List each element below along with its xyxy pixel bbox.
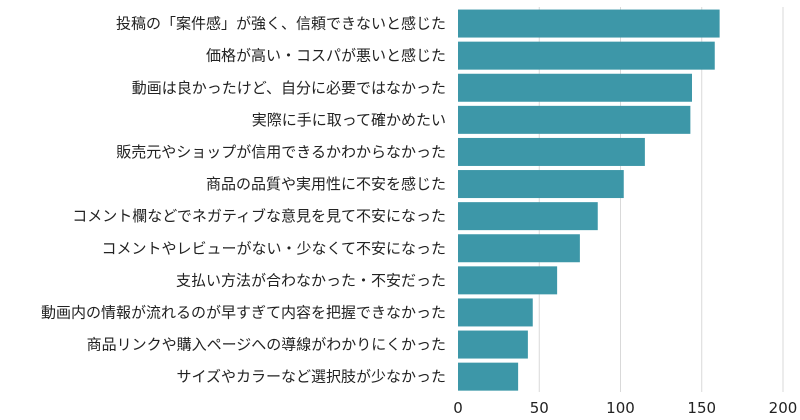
x-tick-labels: 0 50 100 150 200 xyxy=(453,399,797,417)
category-label: コメント欄などでネガティブな意見を見て不安になった xyxy=(72,207,446,225)
bar xyxy=(458,73,692,102)
bar xyxy=(458,298,533,327)
category-label: 商品リンクや購入ページへの導線がわかりにくかった xyxy=(87,336,446,354)
x-tick-label: 150 xyxy=(687,399,716,417)
category-label: 動画内の情報が流れるのが早すぎて内容を把握できなかった xyxy=(41,303,446,321)
bar xyxy=(458,202,598,231)
bar xyxy=(458,41,715,70)
category-labels: 投稿の「案件感」が強く、信頼できないと感じた価格が高い・コスパが悪いと感じた動画… xyxy=(41,15,446,386)
x-tick-label: 0 xyxy=(453,399,463,417)
category-label: 投稿の「案件感」が強く、信頼できないと感じた xyxy=(116,15,446,33)
grid-lines xyxy=(538,7,784,392)
bar xyxy=(458,137,645,166)
bar xyxy=(458,362,519,391)
category-label: コメントやレビューがない・少なくて不安になった xyxy=(101,239,446,257)
bar xyxy=(458,9,720,38)
bars xyxy=(458,9,720,391)
category-label: サイズやカラーなど選択肢が少なかった xyxy=(176,368,446,386)
bar xyxy=(458,266,558,295)
bar xyxy=(458,234,580,263)
category-label: 支払い方法が合わなかった・不安だった xyxy=(176,271,446,289)
x-tick-label: 200 xyxy=(769,399,798,417)
bar xyxy=(458,170,624,199)
category-label: 商品の品質や実用性に不安を感じた xyxy=(206,175,446,193)
bar xyxy=(458,330,528,359)
category-label: 価格が高い・コスパが悪いと感じた xyxy=(206,47,446,65)
bar xyxy=(458,105,691,134)
x-tick-label: 100 xyxy=(606,399,635,417)
category-label: 動画は良かったけど、自分に必要ではなかった xyxy=(132,79,446,97)
x-tick-label: 50 xyxy=(530,399,549,417)
category-label: 実際に手に取って確かめたい xyxy=(252,111,446,129)
category-label: 販売元やショップが信用できるかわからなかった xyxy=(116,143,446,161)
